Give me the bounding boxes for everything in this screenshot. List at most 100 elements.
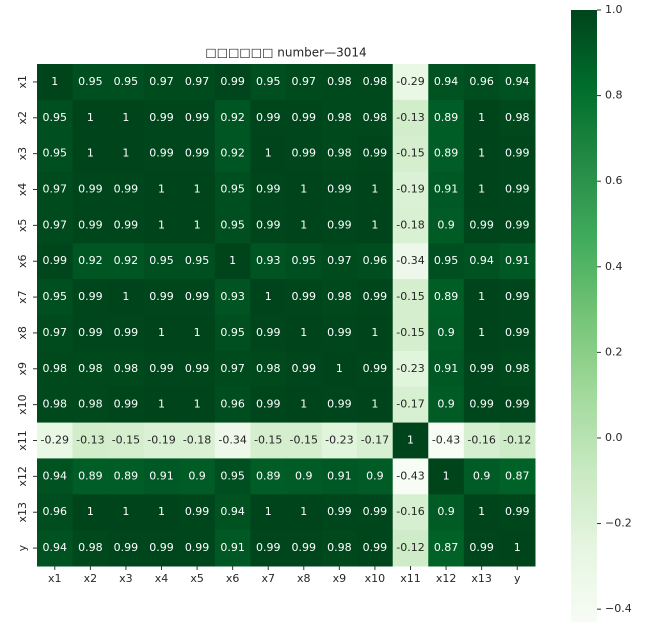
heatmap-cell (108, 279, 145, 316)
heatmap-cell (463, 171, 500, 208)
heatmap-cell (428, 350, 465, 388)
cell-label: 1 (478, 290, 485, 303)
cell-label: 0.87 (505, 469, 530, 482)
cell-label: 0.98 (327, 147, 352, 160)
cell-label: 1 (300, 398, 307, 411)
cell-label: 1 (122, 147, 129, 160)
cell-label: -0.19 (147, 434, 175, 447)
heatmap-cell (286, 530, 323, 567)
heatmap-cell (463, 243, 500, 280)
cell-label: 0.87 (434, 541, 459, 554)
heatmap-cell (72, 135, 109, 173)
heatmap-cell (214, 350, 251, 388)
cell-label: -0.19 (396, 183, 424, 196)
heatmap-cell (428, 99, 465, 137)
cell-label: 1 (336, 362, 343, 375)
heatmap-cell (321, 458, 358, 495)
colorbar-tick-label: 0.6 (605, 174, 623, 187)
cell-label: 1 (478, 505, 485, 518)
cell-label: 0.95 (114, 75, 139, 88)
cell-label: 0.94 (469, 254, 494, 267)
cell-label: 0.95 (434, 254, 459, 267)
heatmap-cell (108, 135, 145, 173)
cell-label: 0.9 (295, 469, 313, 482)
cell-label: 0.89 (434, 147, 459, 160)
cell-label: -0.18 (183, 434, 211, 447)
heatmap-cell (108, 171, 145, 208)
cell-label: 1 (194, 326, 201, 339)
cell-label: 0.98 (363, 111, 388, 124)
cell-label: 0.98 (327, 290, 352, 303)
x-tick-label: x2 (84, 572, 98, 585)
heatmap-cell (321, 99, 358, 137)
heatmap-cell (392, 422, 429, 459)
heatmap-cell (179, 458, 216, 495)
heatmap-cell (321, 350, 358, 388)
heatmap-cell (214, 315, 251, 352)
heatmap-cell (357, 135, 394, 173)
cell-label: 0.99 (363, 362, 388, 375)
heatmap-cell (357, 243, 394, 280)
cell-label: 1 (194, 398, 201, 411)
cell-label: 0.99 (505, 183, 530, 196)
cell-label: 0.98 (43, 398, 68, 411)
heatmap-cell (214, 243, 251, 280)
heatmap-cell (37, 350, 74, 388)
heatmap-cell (463, 315, 500, 352)
cell-label: 0.94 (220, 505, 245, 518)
heatmap-cell (72, 458, 109, 495)
cell-label: 0.99 (363, 290, 388, 303)
heatmap-cell (72, 422, 109, 459)
heatmap-cell (286, 494, 323, 531)
heatmap-cell (214, 279, 251, 316)
heatmap-cell (428, 243, 465, 280)
heatmap-cell (428, 279, 465, 316)
heatmap-cell (108, 243, 145, 280)
cell-label: 0.98 (78, 398, 103, 411)
cell-label: 0.95 (220, 218, 245, 231)
cell-label: 0.96 (469, 75, 494, 88)
heatmap-cell (463, 350, 500, 388)
cell-label: 0.99 (78, 326, 103, 339)
cell-label: 0.99 (114, 183, 139, 196)
cell-label: -0.15 (396, 290, 424, 303)
heatmap-cell (428, 494, 465, 531)
heatmap-cell (428, 530, 465, 567)
cell-label: 0.93 (256, 254, 281, 267)
cell-label: 0.99 (256, 398, 281, 411)
cell-label: 0.99 (149, 290, 174, 303)
cell-label: 1 (87, 111, 94, 124)
cell-label: 0.95 (149, 254, 174, 267)
cell-label: 0.9 (188, 469, 206, 482)
heatmap-cell (108, 315, 145, 352)
x-tick-label: x1 (48, 572, 62, 585)
heatmap-cell (499, 279, 536, 316)
cell-label: 0.99 (185, 362, 210, 375)
heatmap-cell (321, 530, 358, 567)
chart-title: □□□□□□ number—3014 (205, 46, 366, 60)
heatmap-cell (250, 171, 287, 208)
cell-label: 0.91 (149, 469, 174, 482)
heatmap-cell (72, 386, 109, 424)
cell-label: 1 (229, 254, 236, 267)
cell-label: 0.9 (473, 469, 491, 482)
cell-label: 0.95 (43, 290, 68, 303)
heatmap-cell (321, 386, 358, 424)
heatmap-cell (392, 207, 429, 244)
heatmap-cell (143, 315, 180, 352)
heatmap-cell (179, 422, 216, 459)
cell-label: -0.43 (396, 469, 424, 482)
heatmap-cell (143, 530, 180, 567)
heatmap-cell (392, 171, 429, 208)
heatmap-cell (428, 315, 465, 352)
heatmap-cell (463, 279, 500, 316)
heatmap-cell (463, 530, 500, 567)
y-tick-label: x3 (16, 147, 29, 161)
cell-label: 1 (158, 326, 165, 339)
cell-label: 1 (300, 326, 307, 339)
cell-label: 0.97 (185, 75, 210, 88)
heatmap-cell (179, 207, 216, 244)
heatmap-cell (321, 243, 358, 280)
heatmap-cell (250, 207, 287, 244)
cell-label: -0.12 (396, 541, 424, 554)
